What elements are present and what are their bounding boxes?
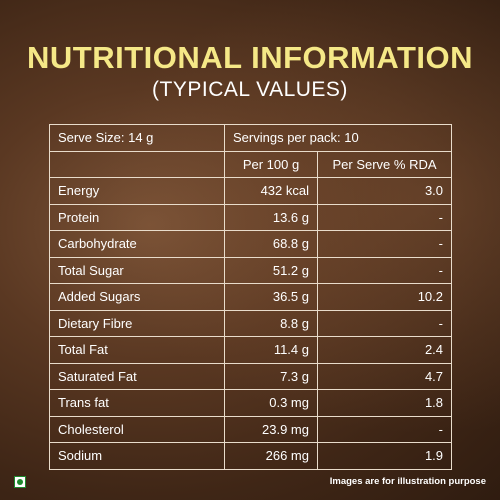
per-100g-value: 36.5 g bbox=[224, 283, 318, 311]
nutrient-name: Protein bbox=[49, 203, 225, 231]
per-100g-value: 266 mg bbox=[224, 442, 318, 470]
nutrient-name: Added Sugars bbox=[49, 283, 225, 311]
nutrient-name: Carbohydrate bbox=[49, 230, 225, 258]
per-100g-value: 432 kcal bbox=[224, 177, 318, 205]
table-row: Serve Size: 14 g Servings per pack: 10 bbox=[49, 124, 453, 152]
veg-dot bbox=[17, 479, 23, 485]
per-100g-value: 23.9 mg bbox=[224, 415, 318, 443]
nutrient-name: Trans fat bbox=[49, 389, 225, 417]
per-100g-value: 11.4 g bbox=[224, 336, 318, 364]
per-100g-value: 51.2 g bbox=[224, 256, 318, 284]
table-row: Cholesterol 23.9 mg - bbox=[49, 415, 453, 443]
header-per-100g: Per 100 g bbox=[224, 150, 318, 178]
rda-value: - bbox=[316, 309, 453, 337]
nutrient-name: Total Sugar bbox=[49, 256, 225, 284]
table-row: Protein 13.6 g - bbox=[49, 203, 453, 231]
nutrient-name: Dietary Fibre bbox=[49, 309, 225, 337]
rda-value: 1.9 bbox=[316, 442, 453, 470]
rda-value: 10.2 bbox=[316, 283, 453, 311]
rda-value: - bbox=[316, 203, 453, 231]
header-blank bbox=[49, 150, 225, 178]
rda-value: - bbox=[316, 256, 453, 284]
table-row: Energy 432 kcal 3.0 bbox=[49, 177, 453, 205]
table-row: Trans fat 0.3 mg 1.8 bbox=[49, 389, 453, 417]
per-100g-value: 13.6 g bbox=[224, 203, 318, 231]
nutrition-table: Serve Size: 14 g Servings per pack: 10 P… bbox=[49, 124, 453, 470]
serve-size: Serve Size: 14 g bbox=[49, 124, 225, 152]
table-header-row: Per 100 g Per Serve % RDA bbox=[49, 150, 453, 178]
header-per-serve-rda: Per Serve % RDA bbox=[316, 150, 453, 178]
table-row: Total Fat 11.4 g 2.4 bbox=[49, 336, 453, 364]
per-100g-value: 68.8 g bbox=[224, 230, 318, 258]
nutrient-name: Sodium bbox=[49, 442, 225, 470]
nutrient-name: Saturated Fat bbox=[49, 362, 225, 390]
servings-per-pack: Servings per pack: 10 bbox=[223, 124, 453, 152]
page-title: NUTRITIONAL INFORMATION bbox=[26, 40, 474, 75]
table-row: Saturated Fat 7.3 g 4.7 bbox=[49, 362, 453, 390]
table-row: Carbohydrate 68.8 g - bbox=[49, 230, 453, 258]
nutrient-name: Cholesterol bbox=[49, 415, 225, 443]
rda-value: 4.7 bbox=[316, 362, 453, 390]
rda-value: 3.0 bbox=[316, 177, 453, 205]
per-100g-value: 7.3 g bbox=[224, 362, 318, 390]
table-row: Sodium 266 mg 1.9 bbox=[49, 442, 453, 470]
rda-value: 2.4 bbox=[316, 336, 453, 364]
table-row: Dietary Fibre 8.8 g - bbox=[49, 309, 453, 337]
per-100g-value: 0.3 mg bbox=[224, 389, 318, 417]
per-100g-value: 8.8 g bbox=[224, 309, 318, 337]
veg-symbol-icon bbox=[14, 476, 26, 488]
table-row: Added Sugars 36.5 g 10.2 bbox=[49, 283, 453, 311]
nutrient-name: Energy bbox=[49, 177, 225, 205]
rda-value: - bbox=[316, 415, 453, 443]
rda-value: 1.8 bbox=[316, 389, 453, 417]
disclaimer-text: Images are for illustration purpose bbox=[329, 476, 486, 487]
page-subtitle: (TYPICAL VALUES) bbox=[152, 78, 348, 101]
rda-value: - bbox=[316, 230, 453, 258]
nutrient-name: Total Fat bbox=[49, 336, 225, 364]
table-row: Total Sugar 51.2 g - bbox=[49, 256, 453, 284]
